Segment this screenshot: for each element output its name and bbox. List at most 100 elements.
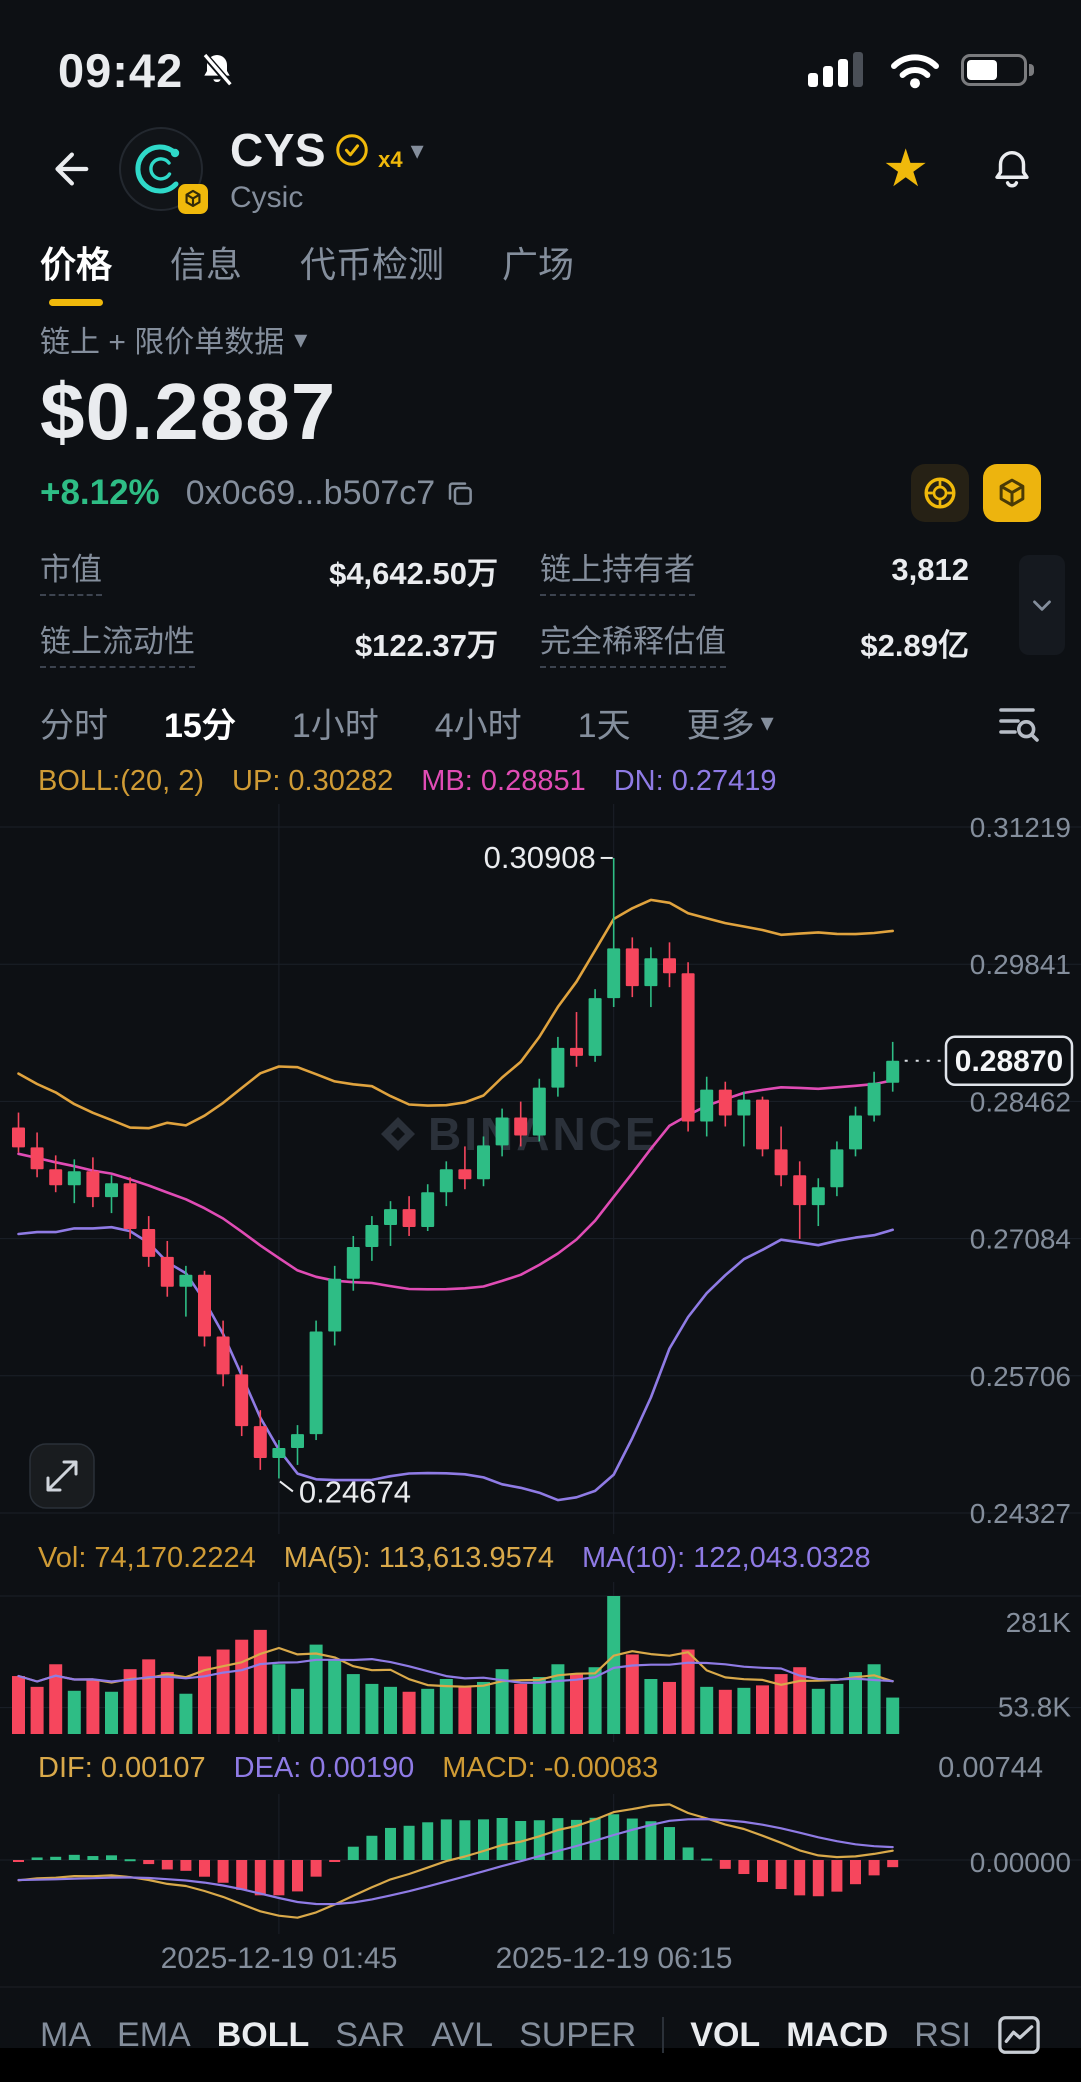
toolbar-rsi[interactable]: RSI [914,2015,971,2054]
volume-bar [328,1659,342,1734]
stat-label[interactable]: 完全稀释估值 [540,616,726,668]
tab-square[interactable]: 广场 [502,244,575,285]
cube-icon-button[interactable] [983,464,1041,522]
tab-info[interactable]: 信息 [170,244,243,285]
macd-histogram-bar [850,1860,861,1885]
volume-bar [272,1664,286,1734]
price-change-row: +8.12% 0x0c69...b507c7 [0,462,1081,524]
boll-params: BOLL:(20, 2) [38,764,205,797]
toolbar-boll[interactable]: BOLL [216,2015,310,2054]
toolbar-ma[interactable]: MA [40,2015,91,2054]
toolbar-ema[interactable]: EMA [117,2015,191,2054]
candle-body [309,1331,323,1435]
data-source-selector[interactable]: 链上 + 限价单数据 ▾ [0,308,1081,362]
timeframe-1h[interactable]: 1小时 [291,706,379,745]
gold-medal-icon-button[interactable] [911,464,969,522]
stat-holders: 链上持有者 3,812 [540,544,969,596]
macd-histogram-bar [626,1818,638,1860]
contract-address[interactable]: 0x0c69...b507c7 [186,474,476,513]
more-caret-icon: ▾ [760,706,774,737]
stat-label[interactable]: 链上流动性 [40,616,195,668]
back-button[interactable] [46,146,92,192]
macd-histogram-bar [106,1855,117,1860]
timeframe-4h[interactable]: 4小时 [434,706,522,745]
toolbar-sar[interactable]: SAR [335,2015,406,2054]
favorite-star-button[interactable]: ★ [882,140,929,198]
status-left: 09:42 [58,43,237,98]
stats-expand-button[interactable] [1019,555,1065,655]
macd-histogram-bar [552,1818,564,1860]
macd-dea-value: DEA: 0.00190 [233,1751,415,1784]
boll-up-value: UP: 0.30282 [232,764,394,797]
volume-bar [700,1686,714,1734]
battery-level [967,60,998,80]
candle-body [607,948,621,999]
volume-bar [718,1689,732,1734]
toolbar-macd[interactable]: MACD [786,2015,889,2054]
battery-icon [961,54,1027,86]
macd-axis-label: 0.00000 [970,1847,1071,1878]
timeframe-time[interactable]: 分时 [40,706,108,745]
timeframe-15m[interactable]: 15分 [164,706,236,745]
volume-bar [514,1683,528,1734]
chart-settings-button[interactable] [997,2015,1041,2055]
copy-icon[interactable] [445,478,475,508]
price-axis-label: 0.24327 [970,1498,1071,1529]
candle-body [67,1171,81,1186]
volume-axis-label: 281K [1006,1607,1072,1638]
svg-text:0.28870: 0.28870 [955,1045,1063,1078]
indicator-settings-button[interactable] [993,698,1041,746]
volume-bar [830,1683,844,1734]
status-bar: 09:42 [0,0,1081,110]
candle-body [86,1171,100,1198]
quick-action-chips [911,464,1041,522]
token-dropdown-caret-icon[interactable]: ▾ [410,134,424,165]
boll-mb-value: MB: 0.28851 [421,764,586,797]
macd-histogram-bar [794,1860,806,1896]
expand-chart-button[interactable] [29,1443,95,1509]
toolbar-avl[interactable]: AVL [431,2015,494,2054]
candlestick-chart[interactable]: 0.31219 0.29841 0.28462 0.27084 0.25706 0.243… [0,804,1081,1534]
toolbar-divider [662,2017,665,2053]
volume-bar [253,1629,267,1734]
boll-middle-line [17,1079,895,1291]
volume-chart[interactable]: 281K 53.8K [0,1582,1081,1742]
volume-bar [774,1674,788,1734]
candle-body [384,1209,397,1226]
boll-dn-value: DN: 0.27419 [613,764,777,797]
candle-body [625,948,639,987]
macd-legend: DIF: 0.00107 DEA: 0.00190 MACD: -0.00083… [0,1742,1081,1794]
wifi-icon [891,54,939,89]
timeframe-more[interactable]: 更多 ▾ [687,698,774,747]
macd-histogram-bar [757,1860,768,1883]
volume-bar [160,1672,174,1734]
volume-bar [105,1691,118,1734]
stat-label[interactable]: 市值 [40,544,102,596]
tab-token-check[interactable]: 代币检测 [300,244,445,285]
current-price-tag[interactable]: 0.28870 [944,1035,1074,1087]
toolbar-super[interactable]: SUPER [519,2015,637,2054]
candle-body [291,1434,304,1449]
token-fullname: Cysic [230,181,304,214]
stat-market-cap: 市值 $4,642.50万 [40,544,498,596]
stat-value: $2.89亿 [860,627,969,663]
macd-histogram-bar [161,1860,173,1870]
timeframe-1d[interactable]: 1天 [577,706,631,745]
macd-dif-line [17,1803,894,1919]
token-name-block[interactable]: CYS x4 ▾ Cysic [230,123,424,215]
stat-label[interactable]: 链上持有者 [540,544,695,596]
candle-body [235,1374,249,1427]
volume-bar [30,1686,44,1734]
tab-price[interactable]: 价格 [40,236,112,308]
macd-chart[interactable]: 0.00000 [0,1794,1081,1934]
candle-body [458,1169,472,1180]
stat-fdv: 完全稀释估值 $2.89亿 [540,616,969,668]
alert-bell-button[interactable] [989,146,1035,192]
toolbar-vol[interactable]: VOL [690,2015,761,2054]
verified-multiplier: x4 [378,147,403,172]
macd-histogram-bar [496,1818,508,1860]
macd-histogram-bar [273,1860,285,1896]
status-time: 09:42 [58,43,184,97]
cellular-signal-icon [808,52,863,87]
